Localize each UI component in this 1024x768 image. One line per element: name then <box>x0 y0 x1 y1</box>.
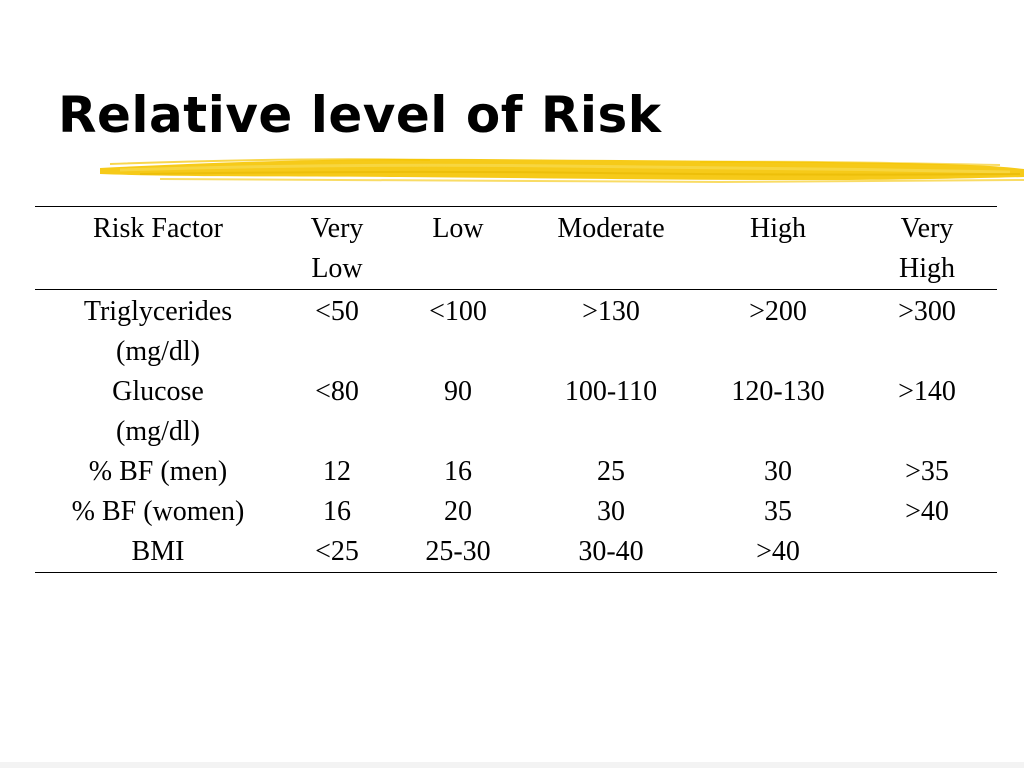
value-cell: 35 <box>764 496 792 527</box>
value-cell: <25 <box>315 536 359 567</box>
value-cell: >130 <box>582 296 640 327</box>
header-risk-factor: Risk Factor <box>93 213 223 244</box>
value-cell: 16 <box>444 456 472 487</box>
table-row: % BF (men) 12 16 25 30 >35 <box>35 452 997 492</box>
header-very-low: Very Low <box>310 213 364 284</box>
value-cell: <80 <box>315 376 359 407</box>
factor-cell: % BF (women) <box>71 496 245 527</box>
table-row: % BF (women) 16 20 30 35 >40 <box>35 492 997 532</box>
table-row: Glucose (mg/dl) <80 90 100-110 120-130 >1… <box>35 372 997 452</box>
value-cell: 90 <box>444 376 472 407</box>
slide-title: Relative level of Risk <box>58 86 662 144</box>
value-cell: <100 <box>429 296 487 327</box>
value-cell: >200 <box>749 296 807 327</box>
value-cell: 25-30 <box>425 536 491 567</box>
risk-table: Risk Factor Very Low Low Moderate High Ve… <box>35 206 997 573</box>
table-row: BMI <25 25-30 30-40 >40 <box>35 532 997 573</box>
value-cell: >35 <box>905 456 949 487</box>
header-moderate: Moderate <box>557 213 665 244</box>
value-cell: 25 <box>597 456 625 487</box>
slide-bottom-edge <box>0 762 1024 768</box>
value-cell: 30 <box>597 496 625 527</box>
value-cell: 30-40 <box>578 536 644 567</box>
value-cell: >300 <box>898 296 956 327</box>
value-cell: 12 <box>323 456 351 487</box>
factor-cell: BMI <box>131 536 185 567</box>
value-cell: 100-110 <box>564 376 658 407</box>
factor-cell: Glucose (mg/dl) <box>112 376 204 447</box>
highlighter-stroke <box>100 158 1024 184</box>
value-cell: <50 <box>315 296 359 327</box>
header-low: Low <box>432 213 484 244</box>
value-cell <box>857 532 997 573</box>
risk-table-container: Risk Factor Very Low Low Moderate High Ve… <box>35 206 997 573</box>
value-cell: 30 <box>764 456 792 487</box>
table-row: Triglycerides (mg/dl) <50 <100 >130 >200 … <box>35 290 997 373</box>
table-header-row: Risk Factor Very Low Low Moderate High Ve… <box>35 206 997 290</box>
value-cell: 20 <box>444 496 472 527</box>
value-cell: >140 <box>898 376 956 407</box>
factor-cell: % BF (men) <box>88 456 228 487</box>
header-very-high: Very High <box>899 213 955 284</box>
value-cell: >40 <box>905 496 949 527</box>
value-cell: 16 <box>323 496 351 527</box>
factor-cell: Triglycerides (mg/dl) <box>83 296 233 367</box>
header-high: High <box>750 213 806 244</box>
value-cell: >40 <box>756 536 800 567</box>
value-cell: 120-130 <box>731 376 825 407</box>
